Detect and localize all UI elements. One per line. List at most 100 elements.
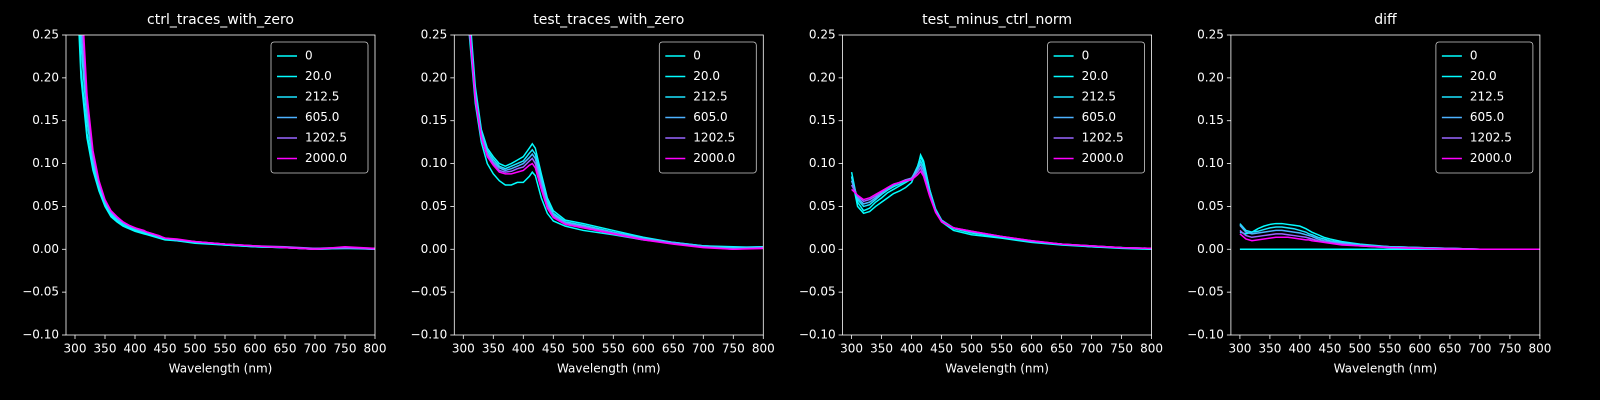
legend-label: 0 <box>693 49 701 63</box>
x-tick-label: 750 <box>722 342 745 356</box>
legend-frame <box>270 41 369 174</box>
x-tick-label: 650 <box>1438 342 1461 356</box>
x-axis-label: Wavelength (nm) <box>169 362 273 376</box>
x-tick-label: 400 <box>1288 342 1311 356</box>
legend: 0 20.0 212.5 605.0 1202.5 2000.0 <box>1047 41 1145 174</box>
x-tick-label: 300 <box>1228 342 1251 356</box>
plot-area <box>850 152 1152 251</box>
x-axis-label: Wavelength (nm) <box>1334 362 1438 376</box>
plot-area <box>1239 222 1540 251</box>
y-tick-label: 0.00 <box>32 242 59 256</box>
axes-frame <box>842 34 1152 336</box>
legend-label: 605.0 <box>1470 110 1504 124</box>
x-tick-label: 600 <box>1408 342 1431 356</box>
series-line <box>469 35 764 249</box>
y-tick-label: 0.00 <box>421 242 448 256</box>
legend: 0 20.0 212.5 605.0 1202.5 2000.0 <box>658 41 757 174</box>
y-tick-label: 0.00 <box>1197 242 1224 256</box>
legend-label: 0 <box>1082 49 1090 63</box>
x-tick-label: 700 <box>1468 342 1491 356</box>
x-tick-label: 500 <box>572 342 595 356</box>
y-tick-label: 0.05 <box>32 199 59 213</box>
x-tick-label: 350 <box>482 342 505 356</box>
x-tick-label: 550 <box>214 342 237 356</box>
series-line <box>1239 223 1540 251</box>
x-tick-label: 600 <box>1020 342 1043 356</box>
x-tick-label: 450 <box>1318 342 1341 356</box>
x-tick-label: 300 <box>452 342 475 356</box>
y-tick-label: 0.15 <box>32 113 59 127</box>
x-tick-label: 400 <box>512 342 535 356</box>
y-tick-label: 0.25 <box>32 28 59 42</box>
x-tick-label: 650 <box>1050 342 1073 356</box>
subplot-title: ctrl_traces_with_zero <box>147 12 294 28</box>
subplot-title: test_minus_ctrl_norm <box>922 12 1072 28</box>
axes-frame <box>1230 34 1541 336</box>
x-tick-label: 750 <box>1110 342 1133 356</box>
legend-label: 20.0 <box>305 69 332 83</box>
x-tick-label: 400 <box>900 342 923 356</box>
legend-frame <box>658 41 757 174</box>
subplot: test_traces_with_zero Wavelength (nm) 300 3… <box>411 12 775 376</box>
x-tick-label: 550 <box>602 342 625 356</box>
subplot: diff Wavelength (nm) 300 350 400 450 500 550 600… <box>1187 12 1551 376</box>
legend-label: 212.5 <box>305 90 339 104</box>
x-tick-label: 750 <box>334 342 357 356</box>
plot-area <box>468 35 764 251</box>
y-tick-label: 0.15 <box>809 113 836 127</box>
legend: 0 20.0 212.5 605.0 1202.5 2000.0 <box>270 41 369 174</box>
y-tick-label: −0.10 <box>799 328 836 342</box>
legend-label: 2000.0 <box>1470 151 1512 165</box>
x-tick-label: 650 <box>662 342 685 356</box>
y-tick-label: 0.15 <box>1197 113 1224 127</box>
axes-frame <box>65 34 376 336</box>
y-tick-label: −0.10 <box>22 328 59 342</box>
series-line <box>83 35 375 251</box>
x-tick-label: 700 <box>1080 342 1103 356</box>
subplot-title: test_traces_with_zero <box>533 12 684 28</box>
x-tick-label: 800 <box>1140 342 1163 356</box>
axes-frame <box>453 34 764 336</box>
y-tick-label: 0.25 <box>1197 28 1224 42</box>
y-tick-label: 0.00 <box>809 242 836 256</box>
y-tick-label: 0.10 <box>809 156 836 170</box>
legend-label: 212.5 <box>1470 90 1504 104</box>
legend-label: 1202.5 <box>1470 131 1512 145</box>
x-tick-label: 700 <box>692 342 715 356</box>
legend-label: 605.0 <box>1082 110 1116 124</box>
legend-label: 2000.0 <box>1082 151 1124 165</box>
legend-label: 1202.5 <box>1082 131 1124 145</box>
legend-label: 605.0 <box>305 110 339 124</box>
subplot-title: diff <box>1374 12 1397 28</box>
legend-frame <box>1047 41 1145 174</box>
y-tick-label: −0.05 <box>1187 285 1224 299</box>
legend-label: 212.5 <box>1082 90 1116 104</box>
legend-label: 20.0 <box>693 69 720 83</box>
y-tick-label: 0.10 <box>32 156 59 170</box>
x-tick-label: 450 <box>542 342 565 356</box>
x-axis-label: Wavelength (nm) <box>945 362 1049 376</box>
legend-label: 0 <box>305 49 313 63</box>
series-line <box>1239 224 1540 251</box>
x-tick-label: 450 <box>154 342 177 356</box>
y-tick-label: 0.05 <box>421 199 448 213</box>
x-tick-label: 500 <box>960 342 983 356</box>
legend-label: 2000.0 <box>305 151 347 165</box>
x-tick-label: 350 <box>870 342 893 356</box>
subplot: ctrl_traces_with_zero Wavelength (nm) 300 3… <box>22 12 386 376</box>
x-tick-label: 800 <box>752 342 775 356</box>
y-tick-label: 0.15 <box>421 113 448 127</box>
y-tick-label: −0.10 <box>1187 328 1224 342</box>
x-tick-label: 400 <box>124 342 147 356</box>
x-tick-label: 550 <box>1378 342 1401 356</box>
series-line <box>1239 233 1540 251</box>
legend-label: 20.0 <box>1082 69 1109 83</box>
legend-label: 2000.0 <box>693 151 735 165</box>
x-tick-label: 500 <box>1348 342 1371 356</box>
y-tick-label: 0.20 <box>809 70 836 84</box>
y-tick-label: −0.10 <box>411 328 448 342</box>
legend-label: 605.0 <box>693 110 727 124</box>
y-tick-label: 0.05 <box>1197 199 1224 213</box>
subplot: test_minus_ctrl_norm Wavelength (nm) 300 35… <box>799 12 1163 376</box>
